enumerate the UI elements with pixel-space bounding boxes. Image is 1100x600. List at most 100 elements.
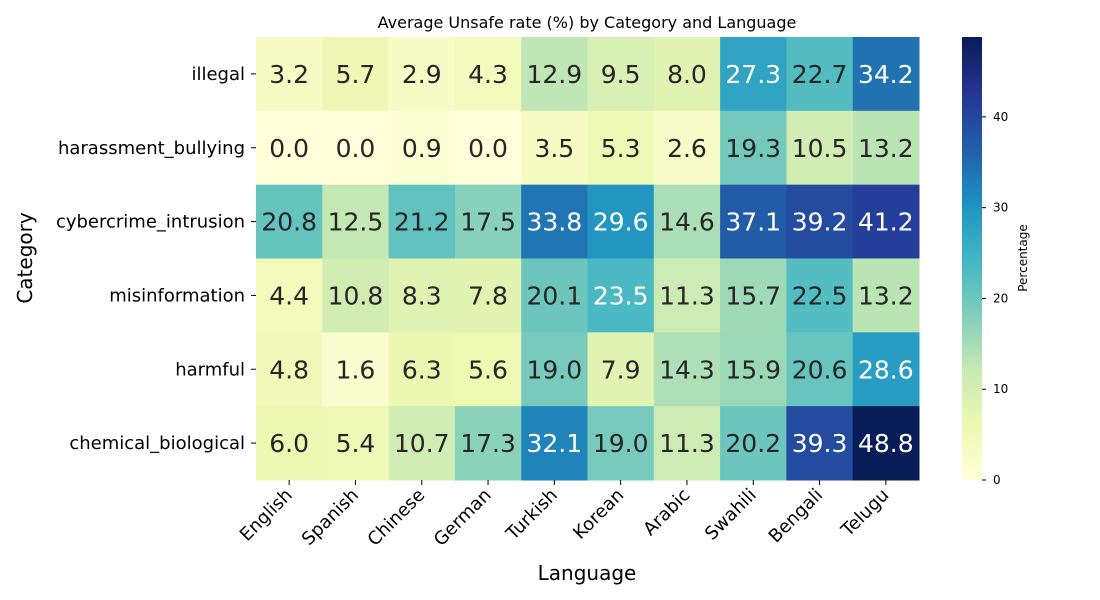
cell-value-label: 4.8 bbox=[269, 355, 309, 384]
heatmap-cell bbox=[256, 184, 323, 259]
heatmap-cell bbox=[388, 184, 456, 259]
colorbar-tick-label: 0 bbox=[993, 473, 1001, 487]
cell-value-label: 21.2 bbox=[394, 208, 450, 237]
colorbar-label: Percentage bbox=[1016, 224, 1030, 292]
heatmap-cell bbox=[256, 332, 323, 407]
cell-value-label: 14.6 bbox=[659, 208, 715, 237]
y-tick-label: cybercrime_intrusion bbox=[56, 212, 245, 233]
cell-value-label: 39.3 bbox=[792, 429, 848, 458]
y-tick-label: harmful bbox=[175, 359, 245, 380]
cell-value-label: 8.3 bbox=[402, 281, 442, 310]
heatmap-cell bbox=[322, 406, 390, 481]
heatmap-cell bbox=[388, 332, 456, 407]
cell-value-label: 29.6 bbox=[593, 208, 649, 237]
cell-value-label: 0.9 bbox=[402, 134, 442, 163]
heatmap-cells: 3.2 5.7 2.9 4.3 12.9 9.5 8.0 27.3 22.7 34.2 0.0 0.0… bbox=[256, 37, 920, 481]
cell-value-label: 32.1 bbox=[527, 429, 583, 458]
heatmap-cell bbox=[521, 406, 588, 481]
cell-value-label: 10.8 bbox=[328, 281, 384, 310]
heatmap-cell bbox=[521, 37, 588, 112]
colorbar-gradient bbox=[962, 37, 982, 480]
heatmap-cell bbox=[852, 258, 920, 333]
heatmap-cell bbox=[786, 258, 854, 333]
heatmap-cell bbox=[521, 332, 588, 407]
cell-value-label: 4.4 bbox=[269, 281, 309, 310]
heatmap-cell bbox=[256, 258, 323, 333]
heatmap-cell bbox=[852, 110, 920, 186]
heatmap-cell bbox=[587, 332, 655, 407]
heatmap-cell bbox=[653, 184, 721, 259]
cell-value-label: 23.5 bbox=[593, 281, 649, 310]
cell-value-label: 19.0 bbox=[527, 355, 583, 384]
cell-value-label: 22.5 bbox=[792, 281, 848, 310]
cell-value-label: 20.2 bbox=[725, 429, 781, 458]
heatmap-cell bbox=[653, 258, 721, 333]
cell-value-label: 10.7 bbox=[394, 429, 450, 458]
heatmap-cell bbox=[786, 110, 854, 186]
y-tick-label: chemical_biological bbox=[69, 433, 245, 454]
heatmap-cell bbox=[454, 332, 522, 407]
cell-value-label: 12.5 bbox=[328, 208, 384, 237]
cell-value-label: 20.1 bbox=[527, 281, 583, 310]
heatmap-cell bbox=[388, 406, 456, 481]
heatmap-cell bbox=[852, 406, 920, 481]
heatmap-cell bbox=[587, 37, 655, 112]
cell-value-label: 39.2 bbox=[792, 208, 848, 237]
cell-value-label: 2.6 bbox=[667, 134, 707, 163]
cell-value-label: 11.3 bbox=[659, 281, 715, 310]
cell-value-label: 17.3 bbox=[460, 429, 516, 458]
heatmap-cell bbox=[720, 406, 787, 481]
cell-value-label: 15.9 bbox=[725, 355, 781, 384]
heatmap-cell bbox=[720, 332, 787, 407]
cell-value-label: 48.8 bbox=[858, 429, 914, 458]
heatmap-cell bbox=[454, 37, 522, 112]
y-tick-label: harassment_bullying bbox=[58, 138, 245, 159]
heatmap-cell bbox=[388, 110, 456, 186]
heatmap-cell bbox=[852, 37, 920, 112]
heatmap-cell bbox=[587, 110, 655, 186]
y-tick-label: illegal bbox=[191, 64, 245, 85]
colorbar-tick-label: 40 bbox=[993, 110, 1008, 124]
heatmap-cell bbox=[720, 184, 787, 259]
cell-value-label: 15.7 bbox=[725, 281, 781, 310]
heatmap-cell bbox=[852, 184, 920, 259]
cell-value-label: 17.5 bbox=[460, 208, 516, 237]
cell-value-label: 0.0 bbox=[269, 134, 309, 163]
y-axis-title: Category bbox=[13, 212, 37, 304]
heatmap-cell bbox=[322, 258, 390, 333]
cell-value-label: 13.2 bbox=[858, 281, 914, 310]
cell-value-label: 12.9 bbox=[527, 60, 583, 89]
cell-value-label: 6.3 bbox=[402, 355, 442, 384]
cell-value-label: 6.0 bbox=[269, 429, 309, 458]
cell-value-label: 5.6 bbox=[468, 355, 508, 384]
cell-value-label: 14.3 bbox=[659, 355, 715, 384]
cell-value-label: 5.4 bbox=[336, 429, 376, 458]
heatmap-cell bbox=[720, 110, 787, 186]
cell-value-label: 13.2 bbox=[858, 134, 914, 163]
heatmap-cell bbox=[786, 184, 854, 259]
cell-value-label: 41.2 bbox=[858, 208, 914, 237]
cell-value-label: 11.3 bbox=[659, 429, 715, 458]
heatmap-cell bbox=[720, 258, 787, 333]
cell-value-label: 0.0 bbox=[336, 134, 376, 163]
cell-value-label: 10.5 bbox=[792, 134, 848, 163]
cell-value-label: 22.7 bbox=[792, 60, 848, 89]
cell-value-label: 4.3 bbox=[468, 60, 508, 89]
heatmap-cell bbox=[322, 37, 390, 112]
cell-value-label: 34.2 bbox=[858, 60, 914, 89]
heatmap-cell bbox=[653, 332, 721, 407]
cell-value-label: 9.5 bbox=[601, 60, 641, 89]
heatmap-cell bbox=[653, 37, 721, 112]
cell-value-label: 19.0 bbox=[593, 429, 649, 458]
heatmap-cell bbox=[587, 184, 655, 259]
cell-value-label: 28.6 bbox=[858, 355, 914, 384]
cell-value-label: 33.8 bbox=[527, 208, 583, 237]
heatmap-cell bbox=[388, 37, 456, 112]
heatmap-cell bbox=[454, 184, 522, 259]
cell-value-label: 1.6 bbox=[336, 355, 376, 384]
heatmap-cell bbox=[388, 258, 456, 333]
heatmap-cell bbox=[256, 406, 323, 481]
colorbar-tick-label: 20 bbox=[993, 291, 1008, 305]
heatmap-cell bbox=[256, 110, 323, 186]
cell-value-label: 8.0 bbox=[667, 60, 707, 89]
